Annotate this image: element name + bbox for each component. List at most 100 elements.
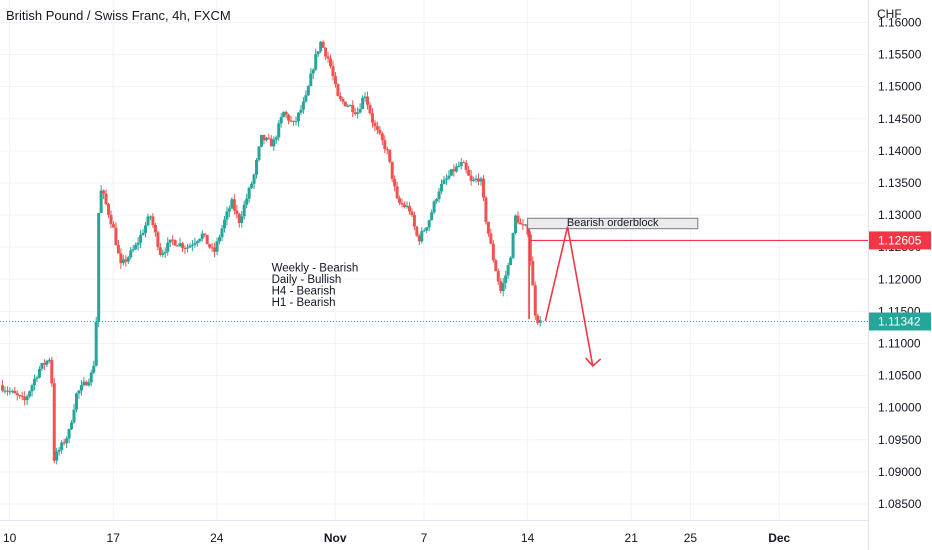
candle-body — [20, 395, 24, 397]
candle-body — [489, 233, 493, 244]
candle-body — [442, 179, 446, 184]
candle-body — [333, 76, 337, 85]
y-tick-label: 1.13000 — [878, 208, 922, 222]
candle-body — [516, 215, 520, 223]
candle-body — [168, 239, 172, 243]
candle-body — [422, 230, 426, 232]
candle-body — [0, 385, 4, 391]
candle-body — [107, 204, 111, 215]
candle-body — [193, 243, 197, 245]
candle-body — [74, 393, 78, 410]
candle-body — [264, 137, 268, 141]
candle-body — [166, 242, 170, 252]
candle-body — [42, 363, 46, 365]
candle-body — [30, 385, 34, 392]
candle-body — [459, 162, 463, 167]
y-tick-label: 1.09500 — [878, 433, 922, 447]
candle-body — [15, 393, 19, 396]
candle-body — [368, 104, 372, 114]
candle-body — [479, 178, 483, 182]
candle-body — [523, 224, 527, 226]
candle-body — [528, 234, 532, 262]
candle-body — [203, 233, 207, 235]
candle-body — [269, 138, 273, 147]
candle-body — [52, 383, 56, 461]
candle-body — [282, 111, 286, 118]
y-tick-label: 1.11000 — [878, 336, 921, 350]
candle-body — [267, 137, 271, 139]
candle-body — [481, 178, 485, 198]
candle-body — [361, 97, 365, 110]
bias-text-line: Daily - Bullish — [272, 274, 342, 286]
candle-body — [119, 253, 123, 264]
candle-body — [141, 232, 145, 235]
candle-body — [514, 215, 518, 234]
projection-arrow — [544, 226, 594, 367]
candle-body — [432, 201, 436, 213]
candle-body — [183, 247, 187, 249]
bias-text-line: H1 - Bearish — [272, 297, 336, 309]
candle-body — [366, 96, 370, 105]
candle-body — [188, 245, 192, 248]
candle-body — [181, 243, 185, 248]
candle-body — [390, 161, 394, 179]
candle-body — [425, 227, 429, 231]
candle-body — [92, 365, 96, 373]
candle-body — [427, 220, 431, 228]
candle-body — [509, 257, 513, 266]
candle-body — [400, 202, 404, 205]
candle-body — [247, 187, 251, 199]
candle-body — [257, 146, 261, 160]
candle-body — [417, 235, 421, 242]
candle-body — [301, 101, 305, 110]
candle-body — [104, 193, 108, 205]
candle-body — [134, 244, 138, 250]
candle-body — [491, 243, 495, 261]
y-tick-label: 1.16000 — [878, 15, 922, 29]
candle-body — [225, 211, 229, 220]
candle-body — [331, 66, 335, 77]
candle-body — [299, 109, 303, 113]
level-price-badge — [869, 231, 931, 250]
candle-body — [35, 377, 39, 379]
candle-body — [447, 175, 451, 179]
y-tick-label: 1.14500 — [878, 112, 922, 126]
candle-body — [114, 227, 118, 246]
candle-body — [501, 283, 505, 291]
candle-body — [472, 179, 476, 181]
y-tick-label: 1.15000 — [878, 80, 922, 94]
candle-body — [518, 222, 522, 225]
candle-body — [430, 212, 434, 221]
candle-body — [393, 178, 397, 187]
candle-body — [240, 216, 244, 223]
candle-body — [131, 249, 135, 251]
x-tick-label: Dec — [768, 531, 790, 545]
candle-body — [410, 211, 414, 216]
candle-body — [292, 120, 296, 122]
candle-body — [284, 111, 288, 115]
candle-body — [13, 390, 17, 394]
candle-body — [474, 178, 478, 180]
candle-body — [403, 204, 407, 207]
candle-body — [536, 315, 540, 323]
candle-body — [437, 191, 441, 200]
candle-body — [242, 204, 246, 217]
candle-body — [126, 257, 130, 262]
candle-body — [454, 166, 458, 172]
candle-body — [296, 112, 300, 122]
candle-body — [311, 69, 315, 74]
candle-body — [449, 169, 453, 176]
candles — [0, 40, 542, 465]
candle-body — [420, 230, 424, 242]
candle-body — [8, 391, 12, 393]
candle-body — [306, 86, 310, 96]
candle-body — [28, 391, 32, 397]
candle-body — [457, 166, 461, 168]
candle-body — [341, 98, 345, 102]
candle-body — [215, 241, 219, 252]
candle-body — [343, 101, 347, 107]
candle-body — [395, 186, 399, 199]
x-tick-label: 21 — [625, 531, 639, 545]
candle-body — [218, 237, 222, 242]
